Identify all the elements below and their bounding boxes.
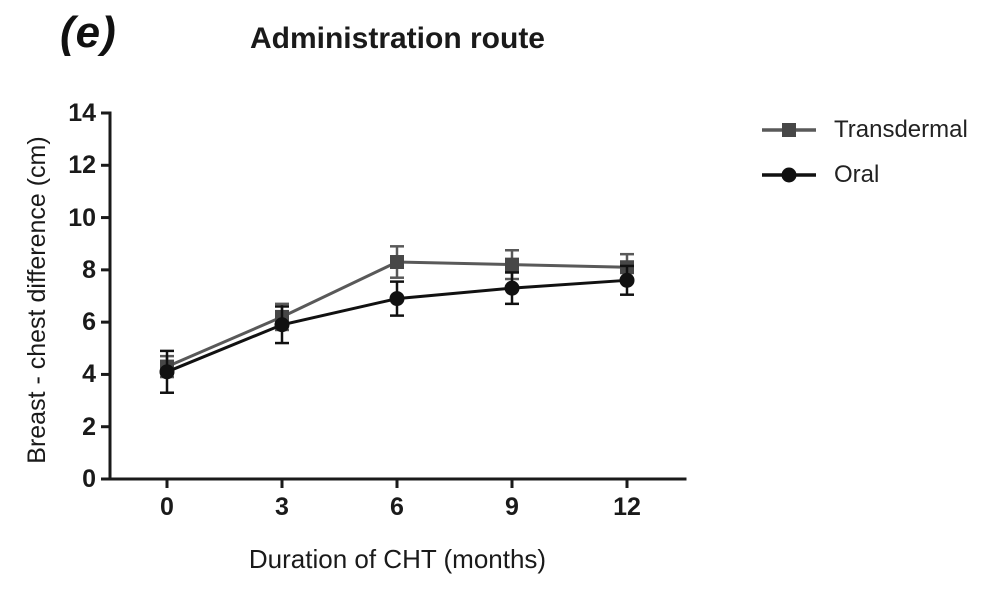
legend-item-oral: Oral [760,161,968,189]
y-axis-label: Breast - chest difference (cm) [23,136,51,464]
data-point-marker [619,272,635,288]
x-tick-label: 9 [505,493,519,521]
data-point-marker [390,255,404,270]
data-point-marker [504,280,520,296]
y-tick-label: 14 [68,99,96,127]
y-tick-label: 10 [68,203,96,232]
legend-label: Oral [834,161,880,188]
x-tick-label: 3 [275,493,289,521]
data-point-marker [274,317,290,333]
x-axis-label: Duration of CHT (months) [248,544,547,574]
y-tick-label: 2 [82,412,96,441]
y-tick-label: 0 [82,465,96,493]
panel-label: (e) [60,8,117,57]
y-tick-label: 12 [68,151,96,180]
chart-title: Administration route [249,22,545,55]
data-point-marker [505,257,519,272]
data-point-marker [159,364,175,380]
x-tick-label: 6 [390,493,404,521]
legend-item-transdermal: Transdermal [760,116,968,144]
legend-marker [782,123,796,137]
y-tick-label: 8 [82,255,96,284]
legend-marker [781,167,797,183]
y-tick-label: 4 [82,360,96,389]
y-tick-label: 6 [82,308,96,337]
x-tick-label: 0 [160,493,174,521]
chart-legend: Transdermal Oral [760,116,968,189]
oral-marker-icon [762,167,816,183]
legend-label: Transdermal [834,116,968,143]
x-tick-label: 12 [613,493,641,521]
transdermal-marker-icon [762,123,816,137]
data-point-marker [389,291,405,307]
